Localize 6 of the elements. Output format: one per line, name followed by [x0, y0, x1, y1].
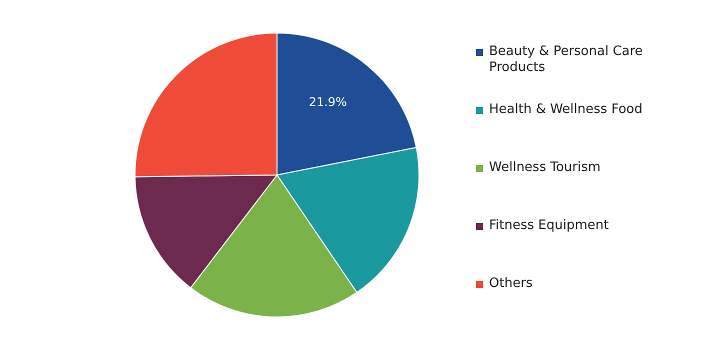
legend-label: Others	[489, 276, 534, 292]
legend-label: Beauty & Personal Care Products	[489, 44, 644, 76]
legend-label: Health & Wellness Food	[489, 102, 644, 118]
legend-label: Wellness Tourism	[489, 160, 602, 176]
data-label: 21.9%	[308, 94, 347, 109]
legend-label: Fitness Equipment	[489, 218, 610, 234]
